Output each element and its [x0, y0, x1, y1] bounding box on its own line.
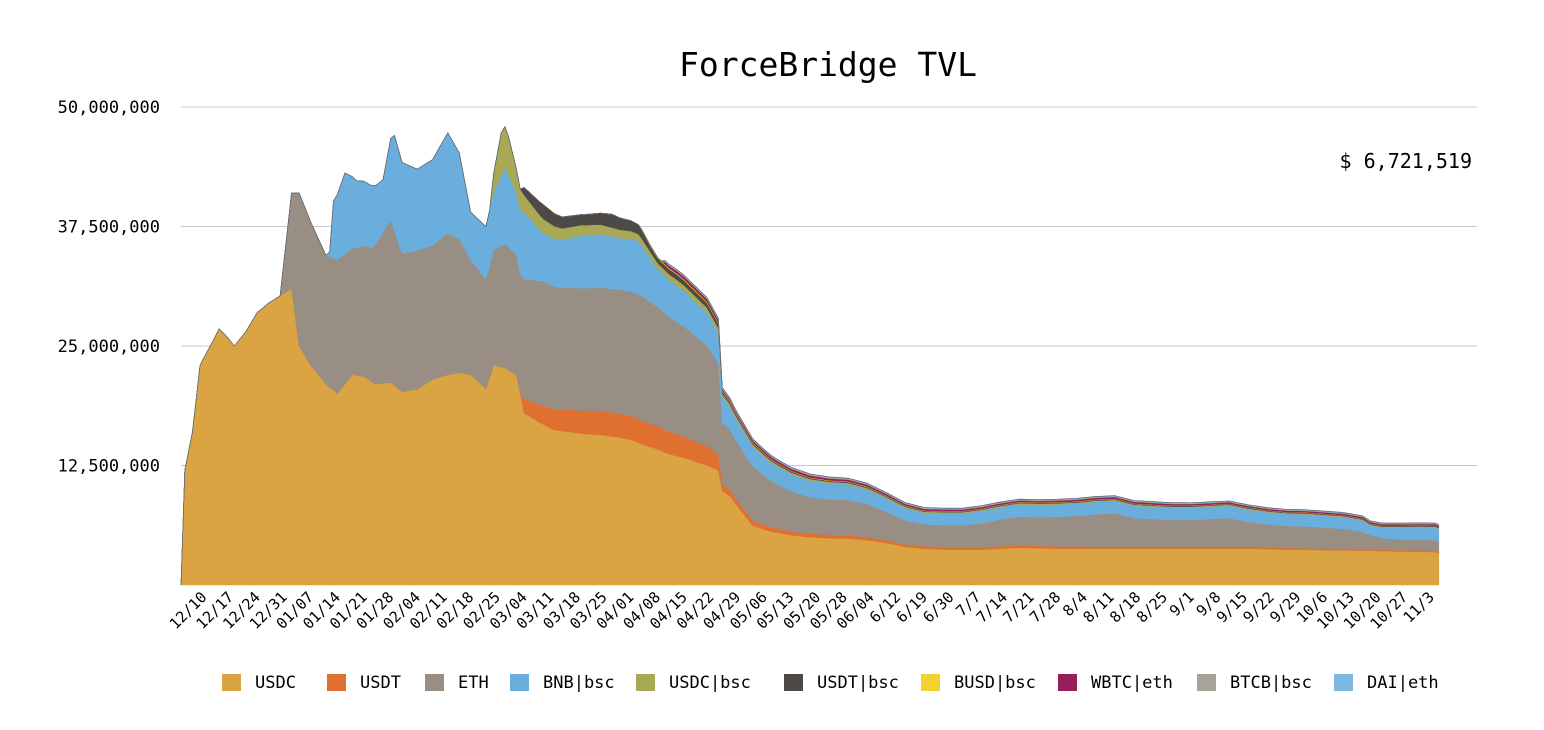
legend-swatch-usdt-bsc: [784, 674, 803, 691]
legend-swatch-eth: [425, 674, 444, 691]
legend-swatch-wbtc-eth: [1058, 674, 1077, 691]
legend-label-bnb-bsc: BNB|bsc: [543, 673, 615, 693]
legend-label-btcb-bsc: BTCB|bsc: [1230, 673, 1312, 693]
legend-label-dai-eth: DAI|eth: [1367, 673, 1439, 693]
y-tick-label: 25,000,000: [58, 337, 160, 357]
total-tvl-annotation: $ 6,721,519: [1340, 149, 1472, 173]
legend-swatch-bnb-bsc: [510, 674, 529, 691]
legend-label-usdc-bsc: USDC|bsc: [669, 673, 751, 693]
legend-label-busd-bsc: BUSD|bsc: [954, 673, 1036, 693]
chart-title: ForceBridge TVL: [679, 45, 977, 84]
legend-swatch-usdt: [327, 674, 346, 691]
y-tick-label: 12,500,000: [58, 457, 160, 477]
legend-swatch-usdc-bsc: [636, 674, 655, 691]
legend-label-eth: ETH: [458, 673, 489, 693]
legend-label-usdc: USDC: [255, 673, 296, 693]
legend: USDC USDT ETH BNB|bsc USDC|bsc USDT|bsc BUSD|b…: [222, 673, 1439, 693]
y-tick-label: 37,500,000: [58, 218, 160, 238]
legend-swatch-btcb-bsc: [1197, 674, 1216, 691]
legend-label-wbtc-eth: WBTC|eth: [1091, 673, 1173, 693]
x-tick-label: 9/1: [1166, 588, 1198, 620]
legend-swatch-usdc: [222, 674, 241, 691]
legend-swatch-dai-eth: [1334, 674, 1353, 691]
legend-label-usdt-bsc: USDT|bsc: [817, 673, 899, 693]
y-tick-label: 50,000,000: [58, 98, 160, 118]
area-layer: [180, 125, 1440, 586]
legend-label-usdt: USDT: [360, 673, 401, 693]
x-tick-label: 11/3: [1400, 588, 1438, 626]
legend-swatch-busd-bsc: [921, 674, 940, 691]
stack-outline: [180, 125, 1439, 586]
